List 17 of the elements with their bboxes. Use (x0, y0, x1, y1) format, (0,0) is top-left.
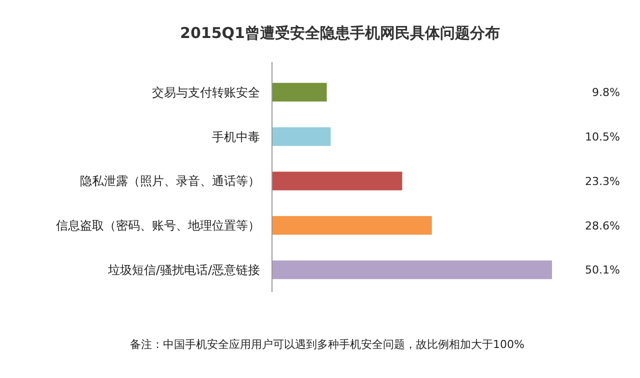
bar (272, 82, 327, 102)
chart-title: 2015Q1曾遭受安全隐患手机网民具体问题分布 (180, 24, 500, 42)
y-tick-label: 信息盗取（密码、账号、地理位置等） (56, 218, 260, 233)
bar (272, 127, 331, 146)
data-label: 50.1% (585, 264, 620, 277)
data-label: 23.3% (585, 174, 620, 188)
data-label: 10.5% (585, 130, 620, 144)
text: 备注：中国手机安全应用用户可以遇到多种手机安全问题，故比例相加大于100% (130, 338, 524, 351)
y-tick-label: 隐私泄露（照片、录音、通话等） (80, 174, 260, 188)
y-tick-label: 交易与支付转账安全 (152, 85, 260, 100)
data-label: 9.8% (592, 86, 620, 100)
bar (272, 172, 402, 190)
data-label: 28.6% (585, 219, 620, 232)
y-tick-label: 手机中毒 (212, 130, 260, 144)
bar (272, 260, 552, 280)
bar (272, 216, 432, 235)
y-tick-label: 垃圾短信/骚扰电话/恶意链接 (106, 263, 260, 277)
